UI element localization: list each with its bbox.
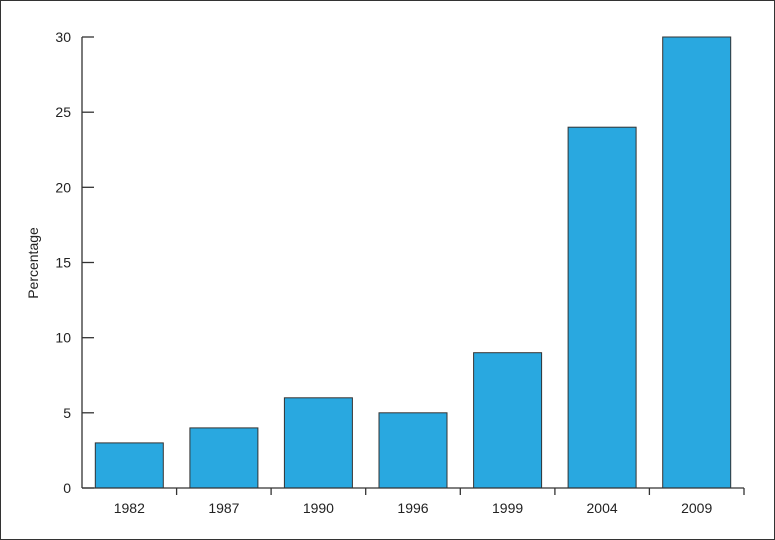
x-tick-label: 1990 (303, 500, 334, 516)
y-tick-label: 25 (55, 104, 71, 120)
y-tick-label: 30 (55, 29, 71, 45)
x-tick-label: 1996 (397, 500, 428, 516)
bar-2009 (662, 36, 732, 489)
y-ticks-group: 0 5 10 15 20 25 30 (55, 29, 94, 496)
bar-1996 (378, 412, 448, 489)
y-tick-label: 15 (55, 255, 71, 271)
x-tick-label: 1987 (208, 500, 239, 516)
bar-1987 (189, 427, 259, 489)
bars-group (94, 36, 732, 489)
x-ticks-group: 1982 1987 1990 1996 1999 2004 2009 (114, 488, 745, 516)
x-tick-label: 2004 (587, 500, 618, 516)
y-tick-label: 10 (55, 330, 71, 346)
x-tick-label: 2009 (681, 500, 712, 516)
bar-2004 (567, 126, 637, 489)
bar-1982 (94, 442, 164, 489)
bar-1990 (283, 397, 353, 489)
x-tick-label: 1999 (492, 500, 523, 516)
y-axis-title: Percentage (25, 227, 41, 299)
y-tick-label: 0 (63, 480, 71, 496)
y-tick-label: 20 (55, 179, 71, 195)
bar-1999 (473, 352, 543, 489)
y-tick-label: 5 (63, 405, 71, 421)
x-tick-label: 1982 (114, 500, 145, 516)
